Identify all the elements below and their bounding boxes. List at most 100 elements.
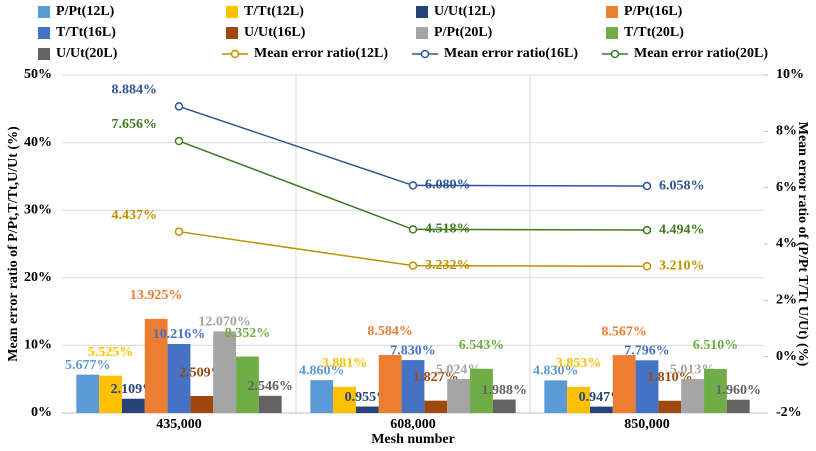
y-tick-label: 20% — [24, 270, 52, 285]
line-value-label: 8.884% — [112, 83, 158, 98]
bar — [726, 399, 750, 413]
line-value-label: 4.437% — [112, 208, 158, 223]
line-value-label: 4.518% — [425, 222, 471, 237]
y2-axis-title: Mean error ratio of (P/Pt T/Tt U/Ut) (%) — [795, 122, 810, 367]
bar — [236, 356, 259, 413]
bar — [121, 398, 145, 413]
y2-tick-label: 4% — [776, 236, 797, 251]
bar-value-label: 0.947% — [579, 390, 625, 405]
legend-label: Mean error ratio(20L) — [634, 46, 768, 61]
y-tick-label: 40% — [24, 135, 52, 150]
line-value-label: 7.656% — [112, 117, 158, 132]
bar — [378, 354, 402, 413]
bar-value-label: 0.955% — [345, 390, 391, 405]
bar — [492, 399, 516, 413]
x-tick-label: 850,000 — [624, 417, 670, 432]
legend-swatch — [416, 6, 428, 18]
x-tick-label: 608,000 — [390, 417, 436, 432]
bar-value-label: 3.881% — [322, 356, 368, 371]
line-marker — [408, 261, 418, 270]
bar — [401, 360, 425, 413]
line-marker — [642, 225, 652, 235]
bar — [355, 406, 379, 413]
line-marker — [642, 181, 652, 191]
y-axis-title: Mean error ratio of P/Pt,T/Tt,U/Ut (%) — [6, 126, 21, 362]
y2-tick-label: 8% — [776, 124, 797, 139]
line-value-label: 3.210% — [659, 258, 705, 273]
legend-marker — [610, 49, 620, 59]
bar — [589, 406, 613, 413]
bar-value-label: 10.216% — [153, 327, 206, 342]
legend-label: T/Tt(16L) — [56, 25, 116, 40]
bar — [704, 368, 727, 413]
x-tick-label: 435,000 — [156, 417, 202, 432]
legend-swatch — [38, 48, 50, 60]
bar-value-label: 1.827% — [413, 370, 459, 385]
legend-label: P/Pt(16L) — [624, 4, 683, 19]
bar-value-label: 5.024% — [436, 362, 482, 377]
legend-swatch — [38, 27, 50, 39]
line — [178, 105, 648, 187]
legend-swatch — [606, 6, 618, 18]
y-tick-label: 30% — [24, 202, 52, 217]
bar — [567, 386, 590, 413]
line-marker — [174, 136, 184, 146]
legend-label: P/Pt(12L) — [56, 4, 115, 19]
bar-value-label: 2.546% — [248, 379, 294, 394]
bar-value-label: 1.960% — [716, 383, 762, 398]
y2-tick-label: 0% — [776, 349, 797, 364]
y2-tick-label: 10% — [776, 67, 804, 82]
bar — [76, 374, 100, 413]
y2-tick-label: 2% — [776, 293, 797, 308]
bar-value-label: 8.352% — [225, 326, 271, 341]
bar-value-label: 7.830% — [390, 343, 436, 358]
line-marker — [174, 102, 184, 111]
bar-value-label: 2.509% — [179, 365, 225, 380]
bar-value-label: 1.810% — [647, 370, 693, 385]
bar — [167, 343, 191, 413]
bar-value-label: 2.109% — [111, 382, 157, 397]
bar-value-label: 7.796% — [624, 344, 670, 359]
legend-swatch — [606, 27, 618, 39]
line-marker — [408, 181, 418, 190]
legend-marker — [230, 49, 240, 59]
bar — [144, 318, 168, 413]
bar — [258, 395, 282, 413]
bar — [681, 379, 705, 413]
legend-swatch — [38, 6, 50, 18]
legend-label: Mean error ratio(12L) — [254, 46, 388, 61]
bar-value-label: 12.070% — [198, 315, 251, 330]
bar-value-label: 4.830% — [533, 364, 579, 379]
bar — [99, 375, 122, 413]
legend-swatch — [416, 27, 428, 39]
bar — [658, 400, 682, 413]
bar — [190, 396, 214, 413]
bar — [544, 380, 568, 413]
bar-value-label: 5.525% — [88, 345, 134, 360]
bar-value-label: 5.013% — [670, 362, 716, 377]
bar — [213, 331, 237, 413]
legend-label: U/Ut(16L) — [244, 25, 306, 40]
bar-value-label: 8.584% — [367, 324, 413, 339]
bar — [470, 368, 493, 413]
y2-tick-label: 6% — [776, 180, 797, 195]
bar — [635, 360, 659, 413]
bar — [333, 386, 356, 413]
bar-value-label: 4.860% — [299, 363, 345, 378]
bar — [424, 400, 448, 413]
line-value-label: 3.232% — [425, 258, 471, 273]
line-value-label: 6.058% — [659, 178, 705, 193]
legend-swatch — [226, 27, 238, 39]
bar-value-label: 3.853% — [556, 356, 602, 371]
legend-marker — [420, 49, 430, 59]
legend-swatch — [226, 6, 238, 18]
line — [178, 230, 648, 268]
bar — [612, 355, 636, 413]
bar-value-label: 6.543% — [459, 338, 505, 353]
y-tick-label: 0% — [31, 405, 52, 420]
legend-label: Mean error ratio(16L) — [444, 46, 578, 61]
y2-tick-label: -2% — [776, 405, 802, 420]
legend-label: U/Ut(12L) — [434, 4, 496, 19]
